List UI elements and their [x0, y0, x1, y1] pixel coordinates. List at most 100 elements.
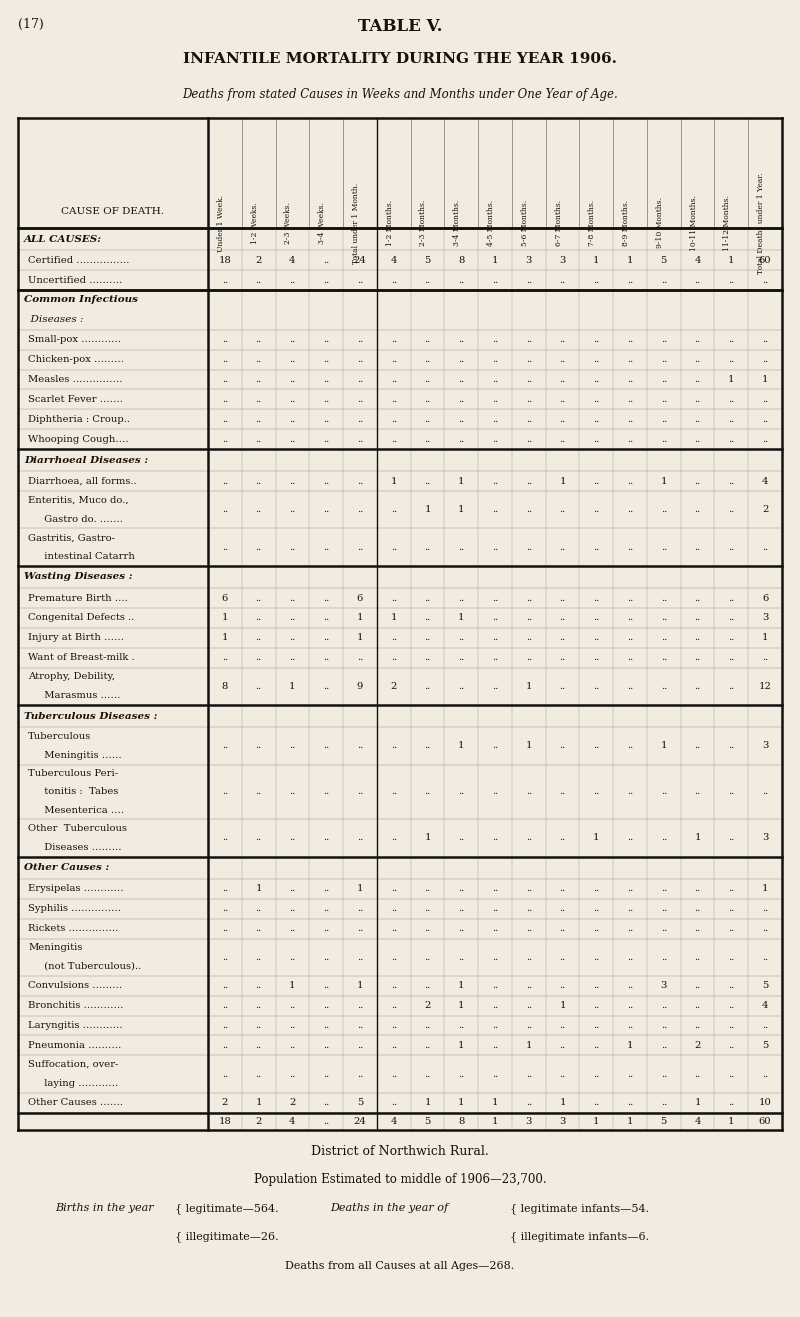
Text: 24: 24	[354, 255, 366, 265]
Text: 1: 1	[728, 255, 734, 265]
Text: 1: 1	[458, 1098, 465, 1108]
Text: ..: ..	[526, 788, 532, 797]
Text: 5: 5	[424, 1117, 430, 1126]
Text: ..: ..	[492, 594, 498, 602]
Text: ..: ..	[627, 395, 633, 404]
Text: ..: ..	[526, 275, 532, 284]
Text: ..: ..	[694, 415, 701, 424]
Text: ..: ..	[290, 375, 295, 385]
Text: 5-6 Months.: 5-6 Months.	[521, 200, 529, 246]
Text: ..: ..	[559, 1021, 566, 1030]
Text: ..: ..	[458, 682, 464, 690]
Text: ..: ..	[694, 1021, 701, 1030]
Text: 1: 1	[424, 834, 430, 843]
Text: 2: 2	[762, 506, 768, 515]
Text: ..: ..	[728, 1001, 734, 1010]
Text: ..: ..	[492, 884, 498, 893]
Text: 1: 1	[627, 255, 634, 265]
Text: ..: ..	[762, 925, 768, 932]
Text: ..: ..	[526, 336, 532, 344]
Text: ..: ..	[492, 1021, 498, 1030]
Text: ..: ..	[661, 633, 667, 643]
Text: ..: ..	[323, 356, 330, 363]
Text: ..: ..	[728, 633, 734, 643]
Text: ..: ..	[357, 415, 363, 424]
Text: 1: 1	[458, 477, 465, 486]
Text: ..: ..	[593, 506, 599, 515]
Text: ..: ..	[559, 435, 566, 444]
Text: ..: ..	[661, 415, 667, 424]
Text: ..: ..	[627, 834, 633, 843]
Text: ..: ..	[323, 682, 330, 690]
Text: 5: 5	[357, 1098, 363, 1108]
Text: ..: ..	[323, 1098, 330, 1108]
Text: ..: ..	[424, 1021, 430, 1030]
Text: 3: 3	[559, 255, 566, 265]
Text: ..: ..	[357, 477, 363, 486]
Text: ..: ..	[323, 336, 330, 344]
Text: ..: ..	[694, 952, 701, 961]
Text: ..: ..	[323, 981, 330, 990]
Text: { illegitimate infants—6.: { illegitimate infants—6.	[510, 1231, 649, 1242]
Text: ..: ..	[323, 741, 330, 751]
Text: ..: ..	[290, 395, 295, 404]
Text: ..: ..	[694, 682, 701, 690]
Text: ..: ..	[728, 506, 734, 515]
Text: ..: ..	[222, 952, 228, 961]
Text: ..: ..	[728, 435, 734, 444]
Text: ..: ..	[458, 275, 464, 284]
Text: ..: ..	[559, 925, 566, 932]
Text: laying …………: laying …………	[38, 1079, 118, 1088]
Text: 24: 24	[354, 1117, 366, 1126]
Text: ..: ..	[222, 543, 228, 552]
Text: ..: ..	[661, 275, 667, 284]
Text: ..: ..	[424, 981, 430, 990]
Text: ..: ..	[694, 653, 701, 662]
Text: ..: ..	[627, 435, 633, 444]
Text: ..: ..	[559, 594, 566, 602]
Text: ..: ..	[323, 633, 330, 643]
Text: 8: 8	[458, 255, 465, 265]
Text: ..: ..	[627, 275, 633, 284]
Text: ..: ..	[559, 395, 566, 404]
Text: ..: ..	[627, 614, 633, 623]
Text: ..: ..	[357, 834, 363, 843]
Text: ..: ..	[593, 614, 599, 623]
Text: ..: ..	[694, 336, 701, 344]
Text: ..: ..	[458, 395, 464, 404]
Text: ..: ..	[323, 395, 330, 404]
Text: ..: ..	[390, 884, 397, 893]
Text: ..: ..	[694, 356, 701, 363]
Text: 1: 1	[526, 741, 532, 751]
Text: ..: ..	[290, 1040, 295, 1050]
Text: ..: ..	[323, 594, 330, 602]
Text: ..: ..	[390, 925, 397, 932]
Text: ..: ..	[323, 884, 330, 893]
Text: ..: ..	[762, 905, 768, 913]
Text: ..: ..	[390, 275, 397, 284]
Text: ..: ..	[593, 884, 599, 893]
Text: 7-8 Months.: 7-8 Months.	[588, 200, 596, 246]
Text: ..: ..	[290, 356, 295, 363]
Text: Diseases :: Diseases :	[24, 315, 83, 324]
Text: CAUSE OF DEATH.: CAUSE OF DEATH.	[62, 207, 165, 216]
Text: Premature Birth ….: Premature Birth ….	[28, 594, 128, 602]
Text: ..: ..	[424, 275, 430, 284]
Text: ..: ..	[492, 981, 498, 990]
Text: Tuberculous Diseases :: Tuberculous Diseases :	[24, 711, 158, 720]
Text: ..: ..	[728, 741, 734, 751]
Text: ..: ..	[255, 415, 262, 424]
Text: ..: ..	[593, 788, 599, 797]
Text: 12: 12	[758, 682, 771, 690]
Text: ..: ..	[424, 477, 430, 486]
Text: ..: ..	[458, 788, 464, 797]
Text: ..: ..	[492, 543, 498, 552]
Text: 1: 1	[728, 375, 734, 385]
Text: Syphilis ……………: Syphilis ……………	[28, 905, 121, 913]
Text: ..: ..	[290, 741, 295, 751]
Text: 1: 1	[762, 375, 768, 385]
Text: ..: ..	[661, 925, 667, 932]
Text: ..: ..	[357, 905, 363, 913]
Text: ..: ..	[661, 395, 667, 404]
Text: 1: 1	[255, 884, 262, 893]
